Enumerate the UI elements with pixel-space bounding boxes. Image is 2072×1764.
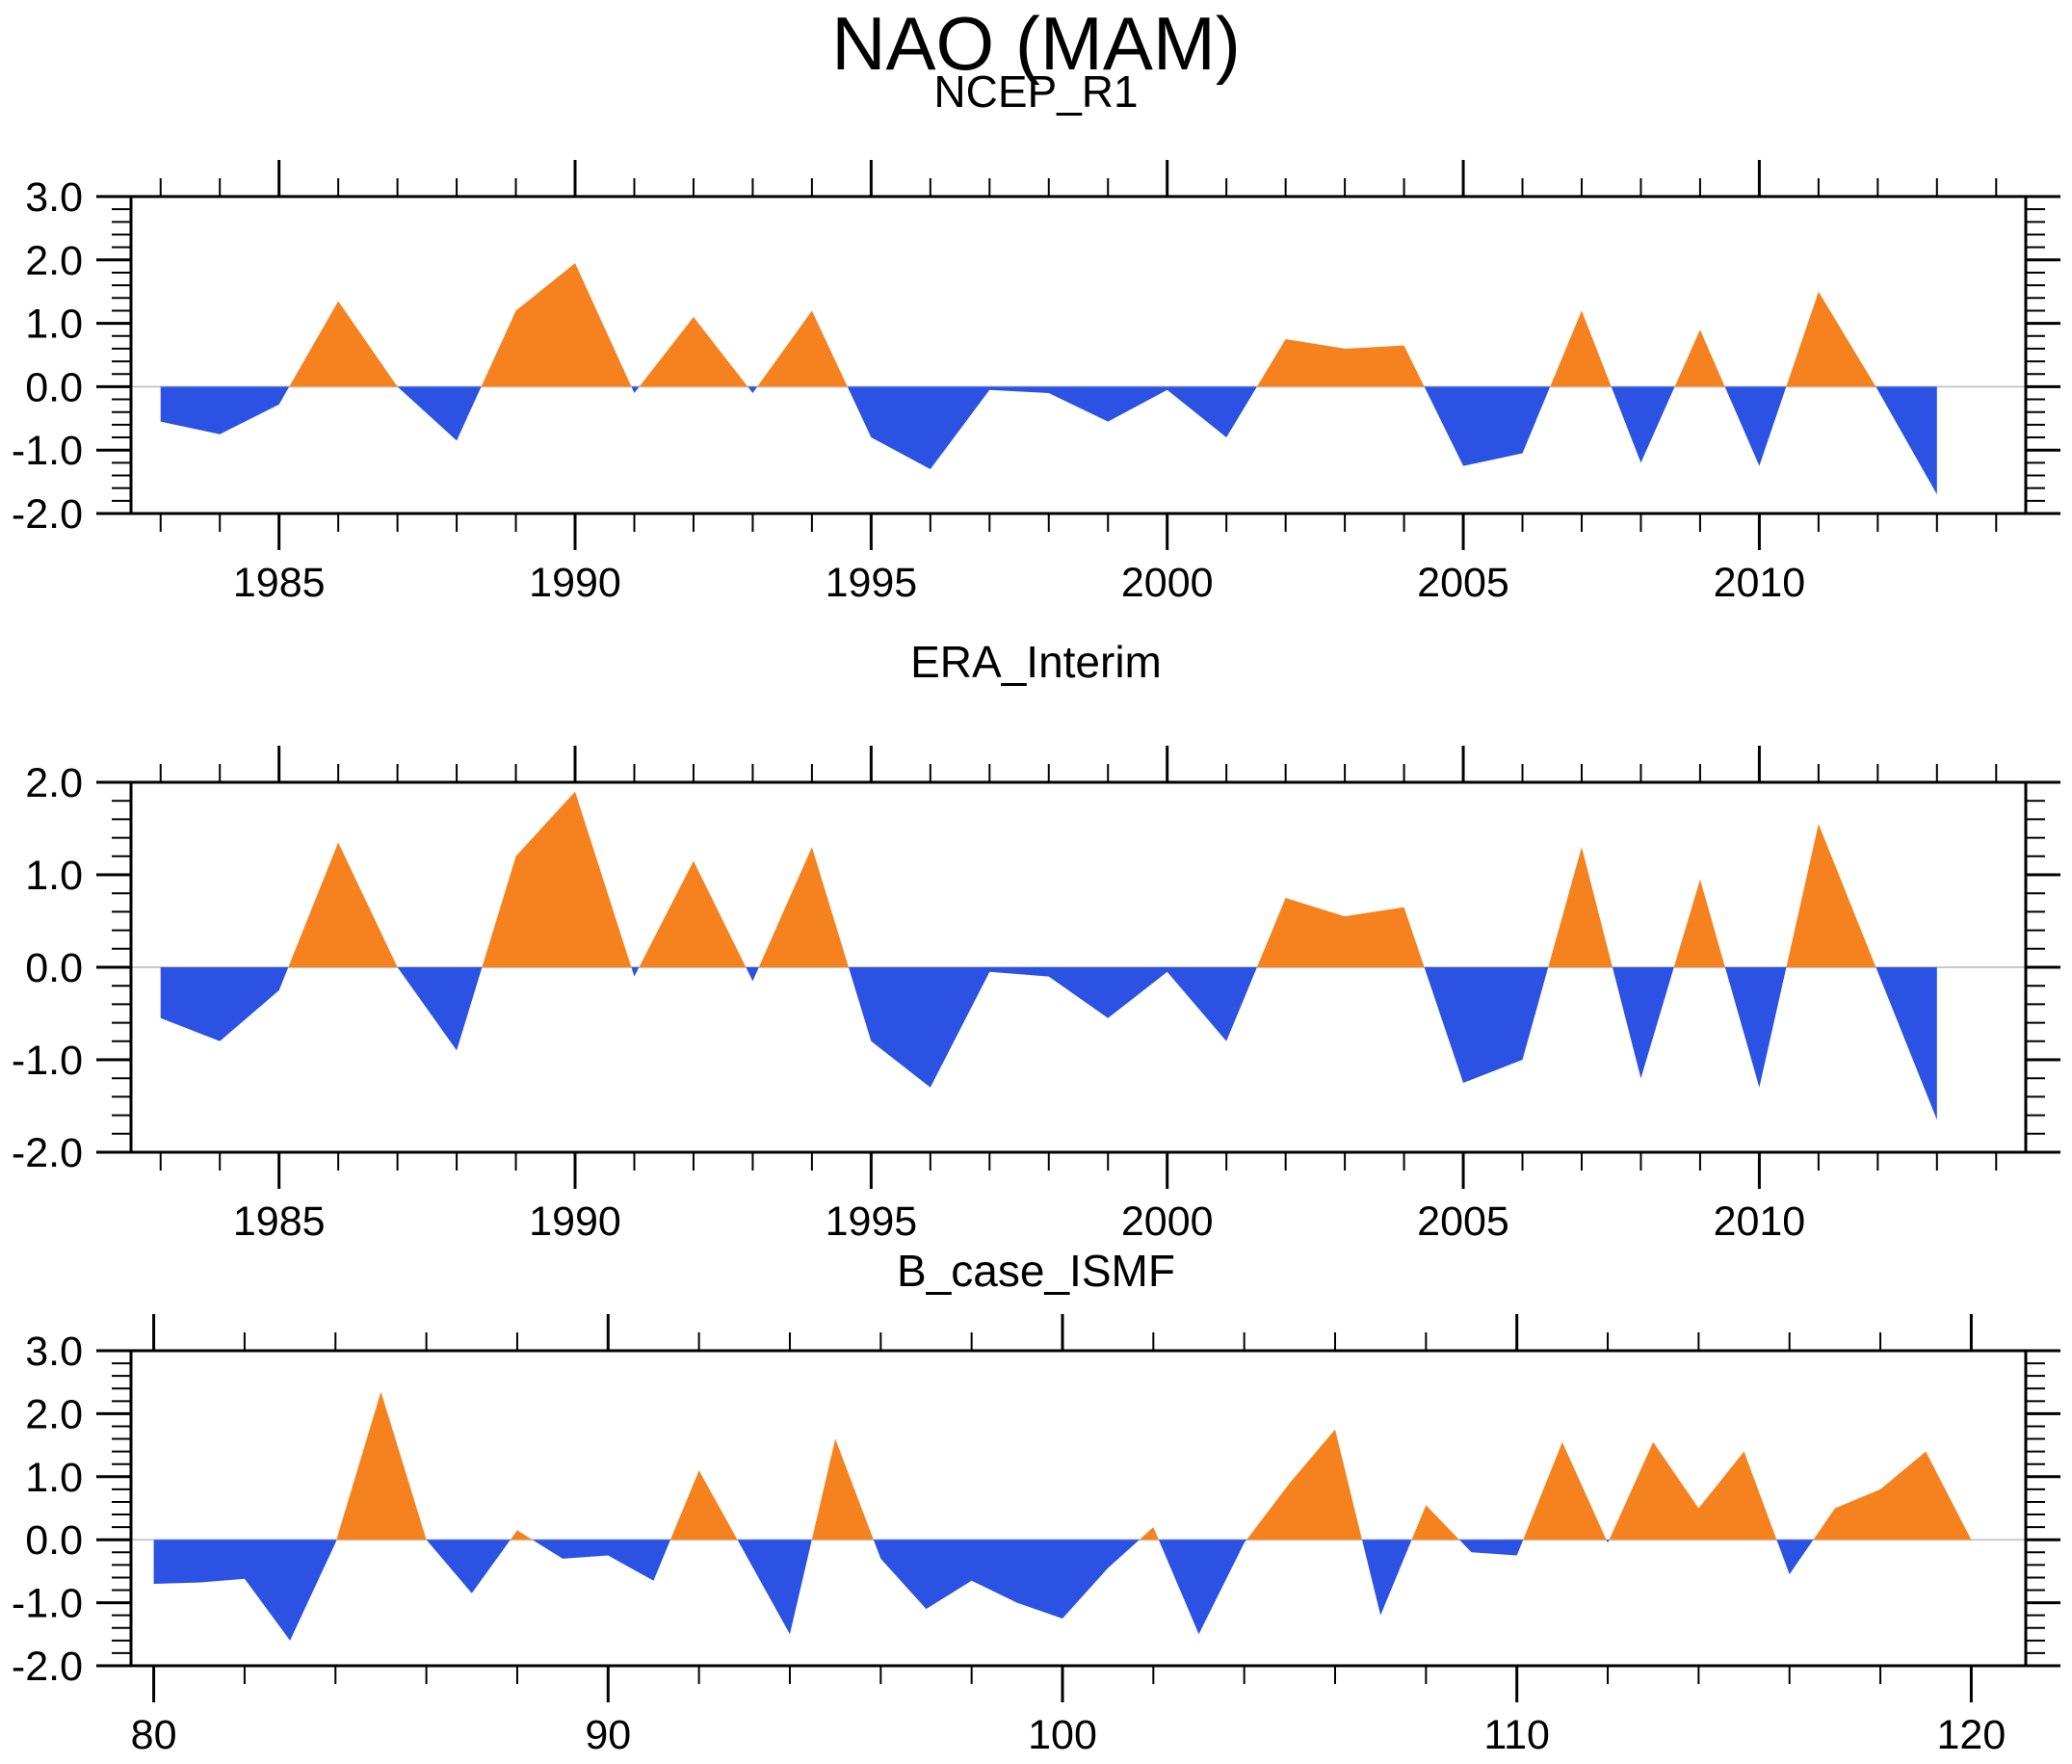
- x-tick-label: 1995: [826, 1198, 918, 1245]
- figure-title: NAO (MAM): [831, 1, 1241, 86]
- x-tick-label: 1985: [233, 1198, 326, 1245]
- y-axis-labels: 2.0 1.0 0.0 -1.0 -2.0: [12, 760, 83, 1176]
- y-tick-label: 2.0: [25, 760, 83, 806]
- plot-frame: [129, 1349, 2028, 1668]
- area-negative: [160, 967, 1937, 1120]
- area-negative: [153, 1540, 1972, 1641]
- panel-title-b-case-ismf: B_case_ISMF: [897, 1246, 1175, 1296]
- y-tick-label: -2.0: [12, 1130, 83, 1176]
- x-tick-label: 2000: [1121, 1198, 1214, 1245]
- x-tick-label: 80: [131, 1712, 177, 1758]
- panel-title-ncep-r1: NCEP_R1: [933, 66, 1139, 117]
- y-tick-label: 1.0: [25, 1455, 83, 1501]
- x-axis-ticks: [159, 160, 1998, 550]
- x-axis-ticks: [152, 1314, 1973, 1702]
- area-positive: [160, 791, 1937, 967]
- area-positive: [160, 263, 1937, 387]
- y-tick-label: -1.0: [12, 428, 83, 474]
- y-tick-label: -1.0: [12, 1038, 83, 1084]
- area-negative: [160, 386, 1937, 495]
- x-tick-label: 1985: [233, 560, 326, 606]
- y-axis-ticks: [96, 1349, 2060, 1668]
- y-axis-ticks: [96, 195, 2060, 515]
- y-tick-label: 1.0: [25, 853, 83, 899]
- x-tick-label: 2005: [1417, 560, 1509, 606]
- y-axis-ticks: [96, 780, 2060, 1154]
- x-tick-label: 90: [585, 1712, 631, 1758]
- x-tick-label: 1990: [529, 1198, 621, 1245]
- panel-plot-b_case_ismf: 80 90 100 110 120 3.0 2.0 1.0 0.0 -1.0 -2.0: [12, 1314, 2060, 1758]
- x-axis-labels: 1985 1990 1995 2000 2005 2010: [233, 1198, 1805, 1245]
- panel-plot-ncep_r1: 1985 1990 1995 2000 2005 2010 3.0 2.0 1.0 0.0 -1.0…: [12, 160, 2060, 606]
- panel-plot-era_interim: 1985 1990 1995 2000 2005 2010 2.0 1.0 0.0 -1.0 -2.…: [12, 746, 2060, 1245]
- y-tick-label: 2.0: [25, 1391, 83, 1437]
- y-tick-label: 1.0: [25, 302, 83, 348]
- x-tick-label: 2000: [1121, 560, 1214, 606]
- x-tick-label: 1990: [529, 560, 621, 606]
- y-tick-label: 0.0: [25, 1517, 83, 1564]
- plot-frame: [129, 195, 2028, 515]
- y-axis-labels: 3.0 2.0 1.0 0.0 -1.0 -2.0: [12, 174, 83, 538]
- y-tick-label: -2.0: [12, 1644, 83, 1690]
- x-axis-ticks: [159, 746, 1998, 1189]
- y-tick-label: 3.0: [25, 174, 83, 221]
- y-tick-label: 0.0: [25, 364, 83, 410]
- panel-title-era-interim: ERA_Interim: [910, 637, 1162, 687]
- x-axis-labels: 1985 1990 1995 2000 2005 2010: [233, 560, 1805, 606]
- x-tick-label: 2010: [1714, 1198, 1806, 1245]
- x-tick-label: 110: [1483, 1712, 1550, 1758]
- y-tick-label: -1.0: [12, 1581, 83, 1627]
- x-tick-label: 2005: [1417, 1198, 1509, 1245]
- y-tick-label: 3.0: [25, 1329, 83, 1375]
- x-tick-label: 2010: [1714, 560, 1806, 606]
- y-axis-labels: 3.0 2.0 1.0 0.0 -1.0 -2.0: [12, 1329, 83, 1690]
- y-tick-label: -2.0: [12, 491, 83, 538]
- y-tick-label: 0.0: [25, 945, 83, 991]
- y-tick-label: 2.0: [25, 238, 83, 284]
- x-axis-labels: 80 90 100 110 120: [131, 1712, 2006, 1758]
- x-tick-label: 100: [1028, 1712, 1097, 1758]
- x-tick-label: 1995: [826, 560, 918, 606]
- x-tick-label: 120: [1937, 1712, 2006, 1758]
- area-positive: [153, 1391, 1972, 1540]
